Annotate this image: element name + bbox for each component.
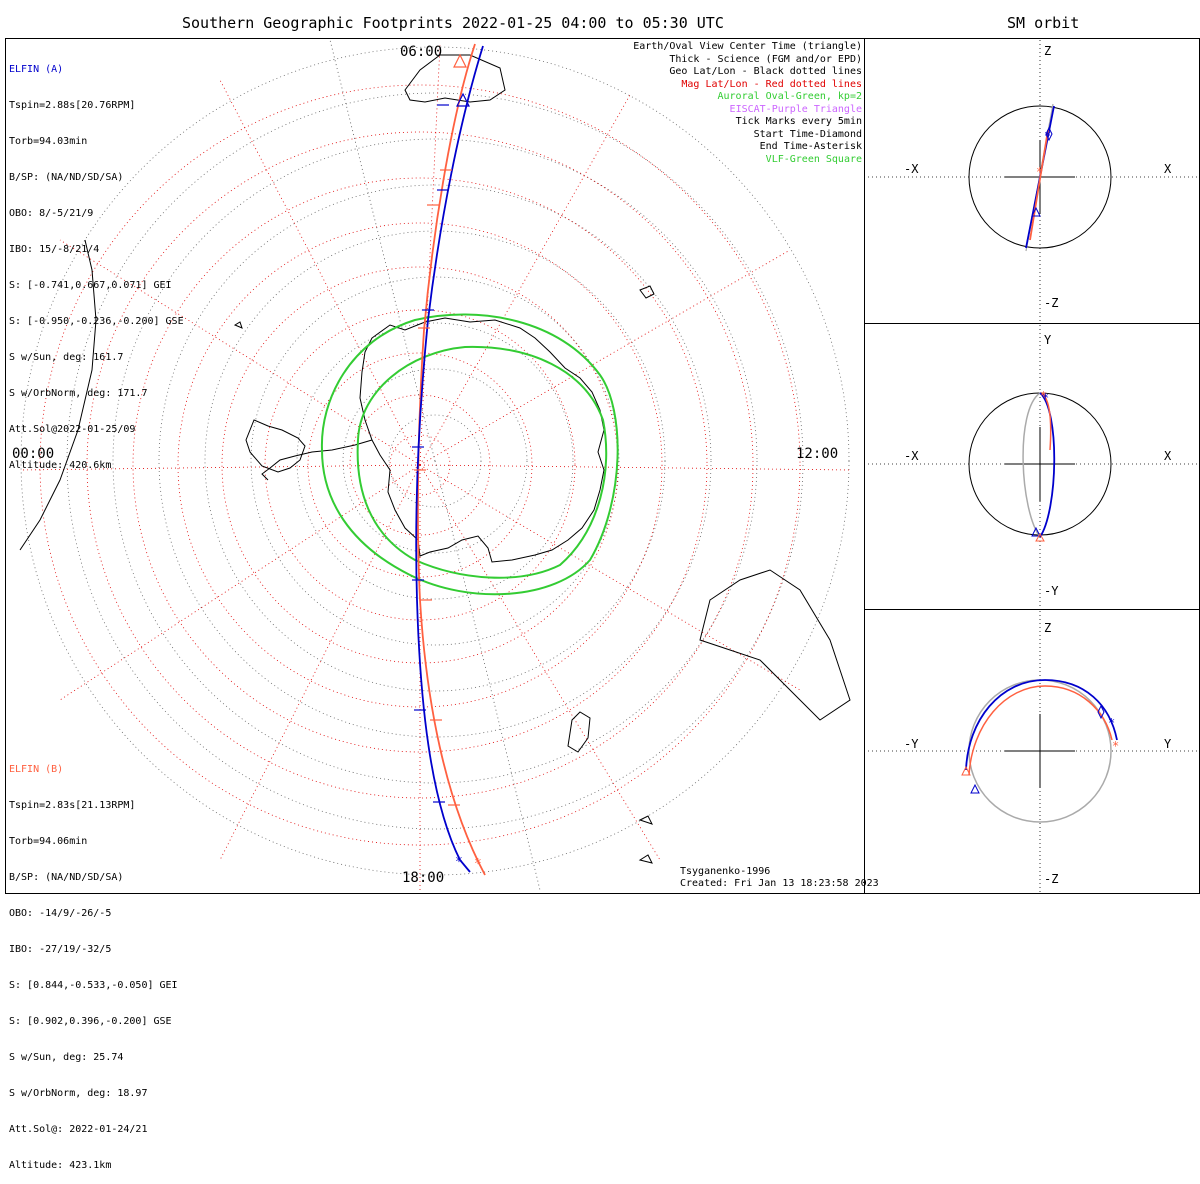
elfin-a-line: IBO: 15/-8/21/4	[9, 244, 100, 255]
track-ticks	[412, 104, 460, 806]
elfin-a-line: S: [-0.741,0.667,0.071] GEI	[9, 280, 172, 291]
elfin-a-end-asterisk: *	[455, 855, 463, 870]
track-markers: * *	[453, 53, 482, 872]
elfin-b-line: OBO: -14/9/-26/-5	[9, 908, 112, 919]
legend-item: Mag Lat/Lon - Red dotted lines	[681, 78, 862, 90]
elfin-b-line: Torb=94.06min	[9, 836, 88, 847]
sm-xy-bottom-label: -Y	[1044, 584, 1059, 598]
south-america-tip	[245, 419, 306, 473]
svg-text:*: *	[1044, 129, 1051, 143]
svg-text:*: *	[1108, 716, 1115, 730]
sm-xz-right-label: X	[1164, 162, 1172, 176]
elfin-a-center-triangle	[456, 92, 470, 107]
svg-text:*: *	[1040, 389, 1047, 403]
elfin-a-line: OBO: 8/-5/21/9	[9, 208, 94, 219]
time-label-left: 00:00	[12, 446, 55, 462]
legend-item: Thick - Science (FGM and/or EPD)	[669, 53, 862, 65]
antarctica-coastline	[359, 317, 605, 563]
island-d	[638, 854, 653, 864]
legend-item: EISCAT-Purple Triangle	[729, 103, 862, 115]
legend-item: Tick Marks every 5min	[735, 116, 862, 127]
model-label: Tsyganenko-1996	[680, 866, 771, 877]
sm-orbit-title: SM orbit	[1007, 14, 1080, 32]
elfin-b-line: Altitude: 423.1km	[9, 1160, 112, 1171]
svg-text:*: *	[1036, 165, 1043, 179]
elfin-a-line: S w/OrbNorm, deg: 171.7	[9, 388, 148, 399]
island-a	[639, 285, 655, 299]
sm-xy-plot: * *	[864, 325, 1200, 608]
sm-xz-left-label: -X	[904, 162, 919, 176]
elfin-b-line: Att.Sol@: 2022-01-24/21	[9, 1124, 148, 1135]
created-label: Created: Fri Jan 13 18:23:58 2023	[680, 878, 879, 889]
auroral-oval-inner	[356, 345, 608, 579]
legend-item: Geo Lat/Lon - Black dotted lines	[669, 66, 862, 77]
svg-text:*: *	[1042, 391, 1049, 405]
new-zealand-coast	[567, 711, 591, 753]
time-label-top: 06:00	[400, 44, 443, 60]
elfin-b-line: S: [0.902,0.396,-0.200] GSE	[9, 1016, 172, 1027]
sm-xy-top-label: Y	[1044, 333, 1052, 347]
sm-xy-left-label: -X	[904, 449, 919, 463]
elfin-b-line: IBO: -27/19/-32/5	[9, 944, 112, 955]
legend: Earth/Oval View Center Time (triangle) T…	[633, 41, 862, 166]
elfin-b-end-asterisk: *	[474, 857, 482, 872]
elfin-a-line: B/SP: (NA/ND/SD/SA)	[9, 172, 124, 183]
sm-xz-bottom-label: -Z	[1044, 296, 1059, 310]
geo-longitude-lines	[329, 39, 541, 891]
polar-map: * *	[19, 39, 851, 891]
antarctic-peninsula	[261, 439, 373, 481]
main-title: Southern Geographic Footprints 2022-01-2…	[182, 14, 724, 32]
south-america-coast	[19, 239, 97, 551]
sm-xz-plot: * *	[864, 40, 1200, 322]
elfin-b-name: ELFIN (B)	[9, 764, 64, 775]
sm-xz-top-label: Z	[1044, 44, 1052, 58]
australia-coast	[699, 569, 851, 721]
legend-item: Auroral Oval-Green, kp=2	[717, 91, 863, 102]
coastlines	[19, 54, 851, 864]
sm-orbit-plots: * * * * * *	[864, 40, 1200, 892]
elfin-a-line: S w/Sun, deg: 161.7	[9, 352, 124, 363]
sm-yz-plot: * *	[864, 611, 1200, 892]
elfin-b-info: ELFIN (B) Tspin=2.83s[21.13RPM] Torb=94.…	[9, 740, 178, 1184]
auroral-oval-outer	[320, 313, 619, 596]
elfin-a-line: Att.Sol@2022-01-25/09	[9, 424, 136, 435]
sm-yz-bottom-label: -Z	[1044, 872, 1059, 886]
legend-item: VLF-Green Square	[765, 153, 862, 165]
auroral-ovals	[320, 313, 619, 596]
elfin-a-name: ELFIN (A)	[9, 64, 64, 75]
elfin-a-info: ELFIN (A) Tspin=2.88s[20.76RPM] Torb=94.…	[9, 40, 184, 484]
time-label-bottom: 18:00	[402, 870, 445, 886]
legend-item: End Time-Asterisk	[759, 141, 862, 152]
sm-yz-right-label: Y	[1164, 737, 1172, 751]
island-b	[233, 321, 243, 329]
elfin-b-line: S: [0.844,-0.533,-0.050] GEI	[9, 980, 178, 991]
svg-text:*: *	[1112, 739, 1119, 753]
elfin-b-center-triangle	[453, 53, 467, 68]
elfin-b-line: S w/OrbNorm, deg: 18.97	[9, 1088, 148, 1099]
elfin-a-line: S: [-0.950,-0.236,-0.200] GSE	[9, 316, 184, 327]
sm-yz-left-label: -Y	[904, 737, 919, 751]
elfin-b-line: Tspin=2.83s[21.13RPM]	[9, 800, 136, 811]
africa-coast	[404, 54, 506, 103]
elfin-b-line: S w/Sun, deg: 25.74	[9, 1052, 124, 1063]
elfin-a-line: Altitude: 420.6km	[9, 460, 112, 471]
legend-item: Start Time-Diamond	[753, 128, 862, 140]
geo-latitude-circles	[20, 46, 850, 876]
sm-yz-top-label: Z	[1044, 621, 1052, 635]
elfin-b-line: B/SP: (NA/ND/SD/SA)	[9, 872, 124, 883]
island-c	[638, 815, 653, 825]
elfin-a-track	[415, 45, 484, 873]
elfin-a-line: Tspin=2.88s[20.76RPM]	[9, 100, 136, 111]
legend-item: Earth/Oval View Center Time (triangle)	[633, 41, 862, 52]
sm-xy-right-label: X	[1164, 449, 1172, 463]
time-label-right: 12:00	[796, 446, 839, 462]
elfin-a-line: Torb=94.03min	[9, 136, 88, 147]
